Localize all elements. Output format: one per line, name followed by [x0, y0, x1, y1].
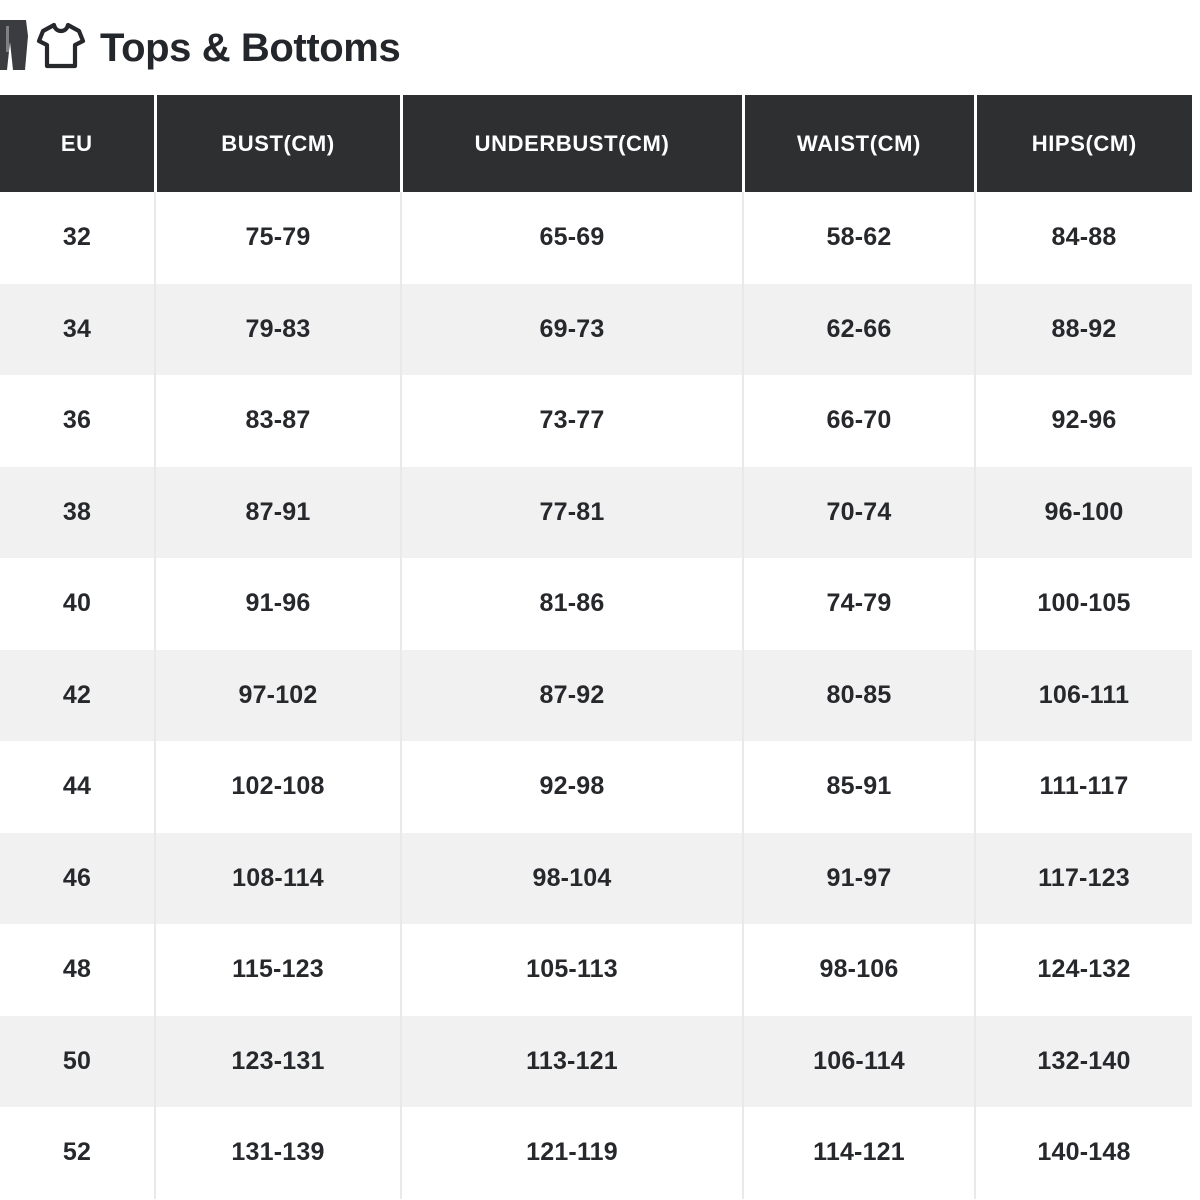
cell-eu: 36	[0, 375, 156, 467]
cell-hips: 106-111	[975, 649, 1192, 741]
cell-waist: 85-91	[743, 741, 976, 833]
cell-hips: 96-100	[975, 466, 1192, 558]
cell-eu: 46	[0, 832, 156, 924]
pants-icon	[0, 18, 30, 77]
cell-hips: 124-132	[975, 924, 1192, 1016]
page-title: Tops & Bottoms	[100, 25, 401, 70]
cell-eu: 34	[0, 283, 156, 375]
column-header-hips: HIPS(CM)	[975, 95, 1192, 192]
cell-eu: 40	[0, 558, 156, 650]
table-row: 52 131-139 121-119 114-121 140-148	[0, 1107, 1192, 1199]
cell-eu: 38	[0, 466, 156, 558]
table-row: 36 83-87 73-77 66-70 92-96	[0, 375, 1192, 467]
garment-icon-group	[0, 18, 86, 77]
cell-eu: 32	[0, 192, 156, 284]
cell-eu: 44	[0, 741, 156, 833]
cell-bust: 83-87	[155, 375, 402, 467]
table-header-row: EU BUST(CM) UNDERBUST(CM) WAIST(CM) HIPS…	[0, 95, 1192, 192]
table-row: 46 108-114 98-104 91-97 117-123	[0, 832, 1192, 924]
cell-underbust: 69-73	[401, 283, 744, 375]
table-body: 32 75-79 65-69 58-62 84-88 34 79-83 69-73 62-66 8…	[0, 192, 1192, 1199]
table-header: EU BUST(CM) UNDERBUST(CM) WAIST(CM) HIPS…	[0, 95, 1192, 192]
cell-bust: 131-139	[155, 1107, 402, 1199]
cell-underbust: 105-113	[401, 924, 744, 1016]
cell-eu: 48	[0, 924, 156, 1016]
cell-hips: 92-96	[975, 375, 1192, 467]
table-row: 50 123-131 113-121 106-114 132-140	[0, 1015, 1192, 1107]
cell-underbust: 65-69	[401, 192, 744, 284]
cell-bust: 97-102	[155, 649, 402, 741]
cell-underbust: 113-121	[401, 1015, 744, 1107]
cell-bust: 75-79	[155, 192, 402, 284]
cell-hips: 100-105	[975, 558, 1192, 650]
column-header-underbust: UNDERBUST(CM)	[401, 95, 745, 192]
cell-eu: 50	[0, 1015, 156, 1107]
cell-underbust: 98-104	[401, 832, 744, 924]
cell-waist: 80-85	[743, 649, 976, 741]
table-row: 32 75-79 65-69 58-62 84-88	[0, 192, 1192, 284]
cell-hips: 111-117	[975, 741, 1192, 833]
cell-bust: 123-131	[155, 1015, 402, 1107]
cell-waist: 58-62	[743, 192, 976, 284]
table-row: 38 87-91 77-81 70-74 96-100	[0, 466, 1192, 558]
cell-waist: 114-121	[743, 1107, 976, 1199]
cell-bust: 108-114	[155, 832, 402, 924]
cell-eu: 52	[0, 1107, 156, 1199]
cell-waist: 70-74	[743, 466, 976, 558]
cell-hips: 140-148	[975, 1107, 1192, 1199]
cell-waist: 98-106	[743, 924, 976, 1016]
cell-waist: 62-66	[743, 283, 976, 375]
cell-hips: 117-123	[975, 832, 1192, 924]
table-row: 48 115-123 105-113 98-106 124-132	[0, 924, 1192, 1016]
cell-bust: 79-83	[155, 283, 402, 375]
cell-waist: 106-114	[743, 1015, 976, 1107]
cell-hips: 84-88	[975, 192, 1192, 284]
table-row: 34 79-83 69-73 62-66 88-92	[0, 283, 1192, 375]
cell-bust: 102-108	[155, 741, 402, 833]
table-row: 44 102-108 92-98 85-91 111-117	[0, 741, 1192, 833]
cell-eu: 42	[0, 649, 156, 741]
cell-bust: 87-91	[155, 466, 402, 558]
cell-hips: 88-92	[975, 283, 1192, 375]
cell-bust: 115-123	[155, 924, 402, 1016]
table-row: 42 97-102 87-92 80-85 106-111	[0, 649, 1192, 741]
page-header: Tops & Bottoms	[0, 0, 1200, 95]
column-header-eu: EU	[0, 95, 157, 192]
cell-waist: 74-79	[743, 558, 976, 650]
column-header-waist: WAIST(CM)	[743, 95, 977, 192]
cell-underbust: 77-81	[401, 466, 744, 558]
cell-underbust: 81-86	[401, 558, 744, 650]
table-row: 40 91-96 81-86 74-79 100-105	[0, 558, 1192, 650]
column-header-bust: BUST(CM)	[155, 95, 403, 192]
cell-bust: 91-96	[155, 558, 402, 650]
cell-underbust: 73-77	[401, 375, 744, 467]
cell-underbust: 87-92	[401, 649, 744, 741]
cell-underbust: 92-98	[401, 741, 744, 833]
size-chart-table: EU BUST(CM) UNDERBUST(CM) WAIST(CM) HIPS…	[0, 95, 1192, 1199]
tshirt-icon	[36, 20, 86, 75]
cell-waist: 66-70	[743, 375, 976, 467]
cell-waist: 91-97	[743, 832, 976, 924]
cell-underbust: 121-119	[401, 1107, 744, 1199]
cell-hips: 132-140	[975, 1015, 1192, 1107]
